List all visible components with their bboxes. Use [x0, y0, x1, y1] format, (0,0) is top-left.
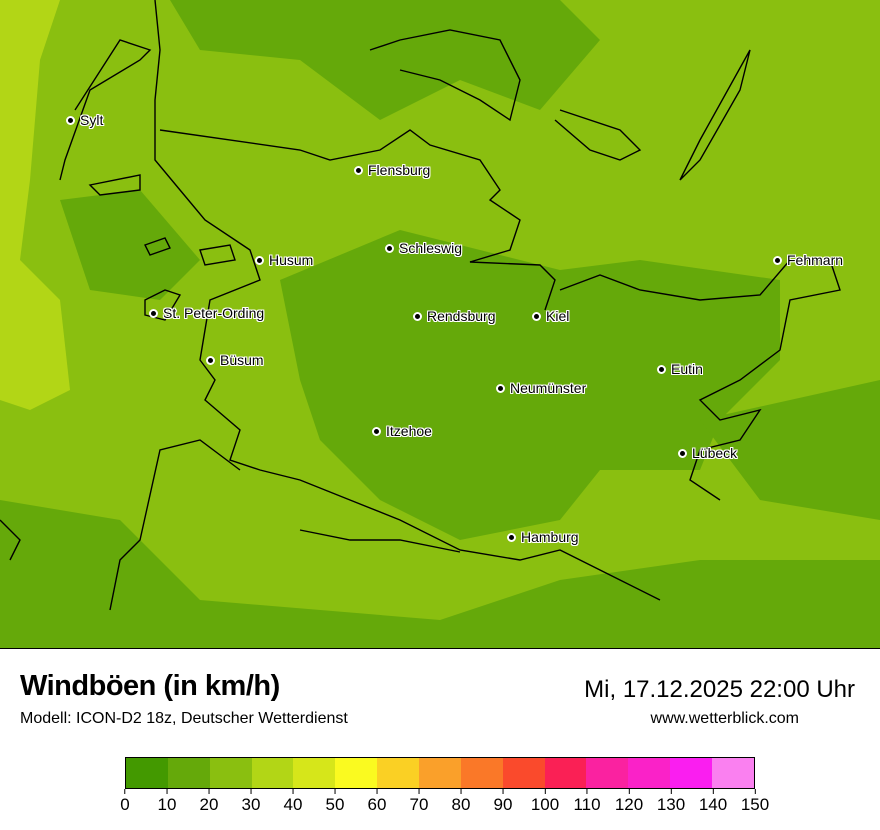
legend-tick-label: 10: [158, 789, 177, 815]
map-layer: [0, 0, 880, 648]
city-label: St. Peter-Ording: [163, 305, 265, 321]
field-30-40-west: [0, 0, 70, 410]
legend-swatch: [544, 758, 587, 788]
legend-tick-label: 90: [494, 789, 513, 815]
model-source: Modell: ICON-D2 18z, Deutscher Wetterdie…: [20, 710, 348, 727]
city-marker-sylt: Sylt: [66, 112, 104, 128]
legend-tick-label: 150: [741, 789, 769, 815]
legend-tick-label: 130: [657, 789, 685, 815]
city-dot-icon: [66, 115, 75, 125]
city-dot-icon: [354, 165, 363, 175]
field-10-20-north: [170, 0, 600, 120]
legend-swatch: [126, 758, 168, 788]
city-dot-icon: [206, 355, 215, 365]
city-dot-icon: [507, 532, 516, 542]
city-dot-icon: [413, 311, 422, 321]
forecast-datetime: Mi, 17.12.2025 22:00 Uhr: [584, 676, 855, 703]
legend-ticks: 0 10 20 30 40 50 60 70 80 90 100 110 120 130 140 150: [120, 789, 769, 819]
city-dot-icon: [372, 426, 381, 436]
legend-swatch: [502, 758, 545, 788]
city-marker-hamburg: Hamburg: [507, 529, 579, 545]
legend-swatch: [293, 758, 336, 788]
legend-swatch: [628, 758, 671, 788]
city-dot-icon: [255, 255, 264, 265]
city-label: Fehmarn: [787, 252, 844, 268]
legend-tick-label: 0: [120, 789, 129, 815]
legend-swatch: [251, 758, 294, 788]
city-dot-icon: [678, 448, 687, 458]
legend-tick-label: 50: [326, 789, 345, 815]
legend-tick-label: 100: [531, 789, 559, 815]
city-dot-icon: [657, 364, 666, 374]
legend-swatch: [167, 758, 210, 788]
legend-tick-label: 30: [242, 789, 261, 815]
city-label: Flensburg: [368, 162, 431, 178]
city-dot-icon: [149, 308, 158, 318]
city-label: Hamburg: [521, 529, 579, 545]
legend-tick-label: 60: [368, 789, 387, 815]
legend-swatch: [335, 758, 378, 788]
city-dot-icon: [532, 311, 541, 321]
legend-swatch: [586, 758, 629, 788]
legend-swatch: [460, 758, 503, 788]
field-10-20-south: [0, 500, 880, 648]
field-10-20-west: [60, 190, 200, 300]
city-marker-flensburg: Flensburg: [354, 162, 431, 178]
city-marker-eutin: Eutin: [657, 361, 703, 377]
city-label: Kiel: [546, 308, 570, 324]
color-scale-legend: [125, 757, 755, 789]
city-label: Neumünster: [510, 380, 587, 396]
city-marker-st-peter-ording: St. Peter-Ording: [149, 305, 265, 321]
legend-tick-label: 70: [410, 789, 429, 815]
field-10-20-east: [700, 380, 880, 520]
city-marker-husum: Husum: [255, 252, 314, 268]
city-label: Eutin: [671, 361, 703, 377]
city-label: Büsum: [220, 352, 264, 368]
legend-tick-label: 120: [615, 789, 643, 815]
website-link[interactable]: www.wetterblick.com: [650, 710, 799, 727]
map-title: Windböen (in km/h): [20, 670, 280, 702]
legend-tick-label: 140: [699, 789, 727, 815]
city-label: Itzehoe: [386, 423, 432, 439]
city-label: Husum: [269, 252, 314, 268]
legend-tick-label: 110: [573, 789, 600, 815]
legend-swatch: [419, 758, 461, 788]
legend-tick-label: 80: [452, 789, 471, 815]
legend-tick-label: 20: [200, 789, 219, 815]
city-label: Lübeck: [692, 445, 738, 461]
legend-swatch: [209, 758, 252, 788]
city-marker-rendsburg: Rendsburg: [413, 308, 496, 324]
wind-gust-map: Sylt Flensburg Schleswig Husum St. Peter…: [0, 0, 880, 649]
city-label: Rendsburg: [427, 308, 496, 324]
legend-swatch: [712, 758, 754, 788]
city-marker-fehmarn: Fehmarn: [773, 252, 844, 268]
legend-swatch: [670, 758, 713, 788]
city-label: Schleswig: [399, 240, 463, 256]
city-marker-itzehoe: Itzehoe: [372, 423, 432, 439]
coastlines: [0, 0, 841, 611]
city-dot-icon: [496, 383, 505, 393]
city-marker-neumuenster: Neumünster: [496, 380, 587, 396]
city-label: Sylt: [80, 112, 104, 128]
city-marker-kiel: Kiel: [532, 308, 570, 324]
city-dot-icon: [773, 255, 782, 265]
legend-swatch: [377, 758, 420, 788]
city-dot-icon: [385, 243, 394, 253]
field-10-20-central: [280, 230, 780, 540]
city-marker-luebeck: Lübeck: [678, 445, 738, 461]
city-marker-buesum: Büsum: [206, 352, 264, 368]
city-marker-schleswig: Schleswig: [385, 240, 463, 256]
legend-tick-label: 40: [284, 789, 303, 815]
